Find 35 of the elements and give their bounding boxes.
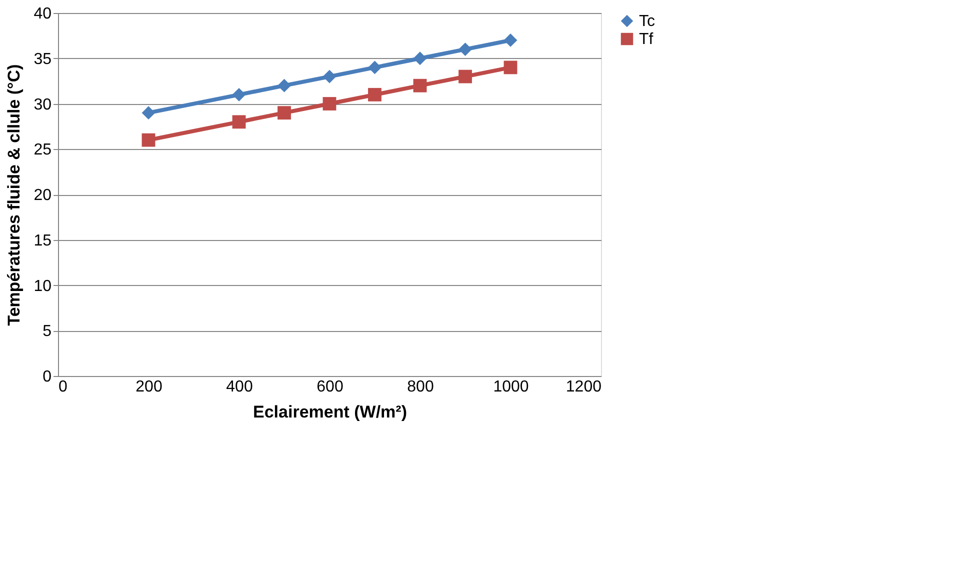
point	[278, 106, 291, 120]
point	[368, 60, 382, 74]
y-tick-label: 30	[34, 96, 52, 114]
legend-label: Tc	[639, 13, 655, 30]
point	[232, 88, 246, 102]
x-tick-label: 400	[226, 378, 253, 396]
x-tick-label: 600	[316, 378, 344, 396]
x-tick-label: 1200	[566, 378, 602, 396]
y-tick-label: 25	[34, 142, 52, 159]
point	[142, 133, 156, 147]
x-tick-label: 0	[58, 378, 68, 396]
y-tick-label: 5	[42, 323, 52, 340]
x-tick-label: 800	[407, 378, 434, 396]
y-tick-label: 40	[34, 6, 52, 22]
point	[368, 88, 382, 102]
point	[413, 78, 427, 92]
point	[142, 106, 156, 120]
y-tick-label: 10	[34, 278, 52, 295]
x-tick-label: 1000	[493, 378, 529, 396]
y-axis-title: Températures fluide & cllule (°C)	[4, 64, 24, 326]
point	[504, 34, 518, 47]
y-tick-label: 15	[34, 232, 52, 250]
point	[322, 97, 336, 110]
point	[458, 70, 472, 84]
point	[458, 42, 472, 56]
legend-label: Tf	[639, 31, 654, 48]
y-tick-label: 20	[34, 187, 52, 204]
y-tick-label: 35	[34, 50, 52, 68]
point	[322, 70, 336, 84]
x-tick-label: 200	[136, 378, 162, 396]
point	[413, 52, 427, 66]
point	[232, 115, 246, 129]
x-axis-title: Eclairement (W/m²)	[253, 402, 407, 422]
point	[278, 78, 291, 92]
point	[504, 60, 518, 74]
